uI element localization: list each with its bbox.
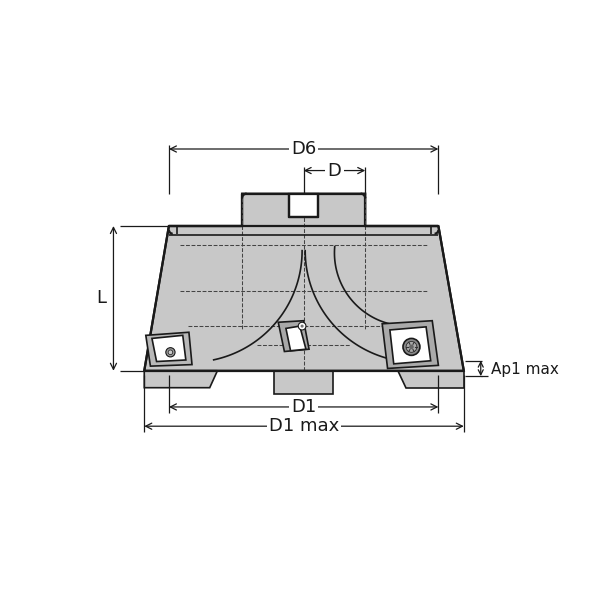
Polygon shape [144,194,464,371]
Text: Ap1 max: Ap1 max [491,362,559,377]
Polygon shape [382,321,439,368]
Text: D1 max: D1 max [269,417,339,435]
Circle shape [301,325,304,328]
Polygon shape [398,371,464,388]
Circle shape [168,350,173,355]
Polygon shape [152,335,186,362]
Polygon shape [146,332,192,366]
Circle shape [166,347,175,357]
Polygon shape [274,371,333,394]
Circle shape [409,344,414,349]
Polygon shape [278,321,309,352]
Text: L: L [96,289,106,307]
Text: D1: D1 [291,398,316,416]
Circle shape [403,338,420,355]
Polygon shape [390,327,431,364]
Polygon shape [289,194,318,217]
Polygon shape [144,371,217,388]
Text: D6: D6 [291,140,316,158]
Polygon shape [286,326,306,351]
Text: D: D [328,161,341,179]
Circle shape [406,341,417,352]
Circle shape [298,322,306,330]
